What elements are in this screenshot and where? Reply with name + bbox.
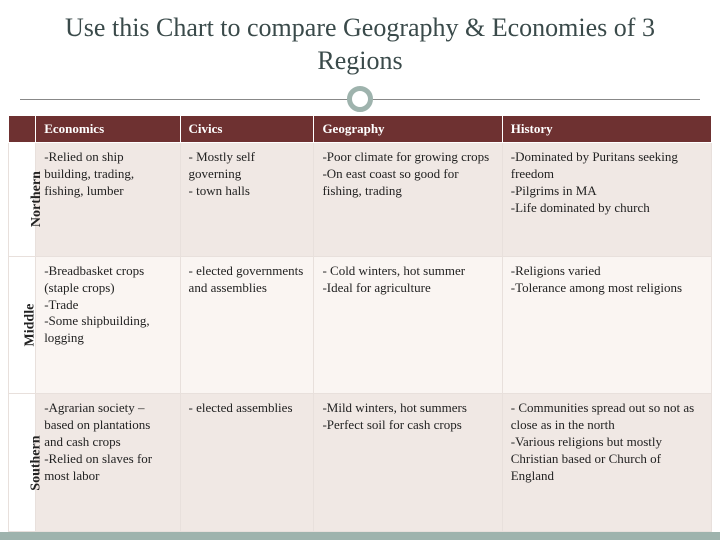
row-label-middle: Middle	[9, 256, 36, 394]
table-header-row: Economics Civics Geography History	[9, 116, 712, 143]
cell: - Cold winters, hot summer-Ideal for agr…	[314, 256, 502, 394]
table-row: Southern -Agrarian society – based on pl…	[9, 394, 712, 532]
cell: -Mild winters, hot summers-Perfect soil …	[314, 394, 502, 532]
cell: -Agrarian society – based on plantations…	[36, 394, 180, 532]
comparison-table-wrap: Economics Civics Geography History North…	[8, 115, 712, 532]
cell: -Breadbasket crops (staple crops)-Trade-…	[36, 256, 180, 394]
comparison-table: Economics Civics Geography History North…	[8, 115, 712, 532]
cell: -Dominated by Puritans seeking freedom-P…	[502, 143, 711, 257]
cell: - Communities spread out so not as close…	[502, 394, 711, 532]
page-title: Use this Chart to compare Geography & Ec…	[0, 0, 720, 85]
cell: -Religions varied-Tolerance among most r…	[502, 256, 711, 394]
title-divider	[20, 85, 700, 113]
cell: - elected governments and assemblies	[180, 256, 314, 394]
col-geography: Geography	[314, 116, 502, 143]
cell: -Relied on ship building, trading, fishi…	[36, 143, 180, 257]
table-row: Middle -Breadbasket crops (staple crops)…	[9, 256, 712, 394]
col-history: History	[502, 116, 711, 143]
cell: -Poor climate for growing crops-On east …	[314, 143, 502, 257]
cell: - elected assemblies	[180, 394, 314, 532]
row-label-northern: Northern	[9, 143, 36, 257]
table-corner	[9, 116, 36, 143]
col-civics: Civics	[180, 116, 314, 143]
divider-circle-icon	[347, 86, 373, 112]
col-economics: Economics	[36, 116, 180, 143]
cell: - Mostly self governing- town halls	[180, 143, 314, 257]
row-label-southern: Southern	[9, 394, 36, 532]
footer-accent-bar	[0, 532, 720, 540]
table-row: Northern -Relied on ship building, tradi…	[9, 143, 712, 257]
